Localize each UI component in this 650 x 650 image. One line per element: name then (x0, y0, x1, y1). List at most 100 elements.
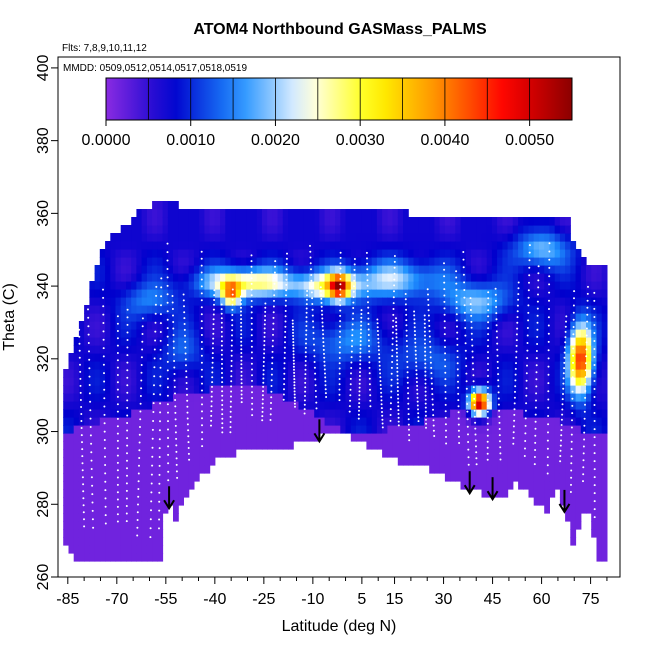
heatmap-cell (126, 497, 132, 506)
heatmap-cell (371, 289, 378, 298)
heatmap-cell (491, 385, 498, 394)
heatmap-cell (188, 337, 195, 346)
heatmap-cell (471, 425, 477, 434)
heatmap-cell (319, 353, 326, 362)
heatmap-cell (110, 305, 117, 314)
flight-track-point (86, 291, 89, 294)
heatmap-cell (314, 345, 320, 354)
heatmap-cell (544, 265, 550, 274)
heatmap-cell (214, 337, 221, 346)
heatmap-cell (486, 249, 493, 258)
heatmap-cell (596, 473, 603, 482)
heatmap-cell (115, 521, 122, 530)
heatmap-cell (84, 473, 90, 482)
flight-track-point (339, 256, 342, 259)
heatmap-cell (481, 305, 488, 314)
heatmap-cell (413, 289, 420, 298)
heatmap-cell (491, 225, 498, 234)
heatmap-cell (575, 321, 582, 330)
heatmap-cell (230, 385, 237, 394)
heatmap-cell (220, 329, 226, 338)
flight-track-point (141, 348, 144, 351)
heatmap-cell (78, 401, 85, 410)
heatmap-cell (246, 297, 252, 306)
flight-track-point (582, 480, 584, 483)
flight-track-point (167, 453, 170, 456)
heatmap-cell (376, 401, 383, 410)
heatmap-cell (141, 473, 148, 482)
heatmap-cell (73, 473, 80, 482)
heatmap-cell (183, 425, 190, 434)
heatmap-cell (544, 329, 550, 338)
heatmap-cell (272, 337, 279, 346)
heatmap-cell (288, 297, 294, 306)
flight-track-point (304, 351, 307, 354)
flight-track-point (138, 457, 141, 459)
heatmap-cell (528, 393, 535, 402)
heatmap-cell (115, 345, 122, 354)
heatmap-cell (554, 449, 561, 458)
flight-track-point (408, 434, 411, 436)
heatmap-cell (418, 217, 425, 226)
heatmap-cell (99, 337, 106, 346)
flight-track-point (407, 418, 410, 421)
heatmap-cell (340, 273, 347, 282)
heatmap-cell (314, 217, 320, 226)
flight-track-point (390, 372, 393, 375)
flight-track-point (309, 244, 311, 247)
heatmap-cell (570, 465, 577, 474)
heatmap-cell (303, 425, 310, 434)
heatmap-cell (518, 409, 524, 418)
heatmap-cell (371, 345, 378, 354)
heatmap-cell (324, 249, 331, 258)
flight-track-point (319, 290, 322, 293)
flight-track-point (159, 331, 162, 333)
heatmap-cell (94, 377, 101, 386)
heatmap-cell (382, 385, 388, 394)
heatmap-cell (429, 377, 435, 386)
heatmap-cell (157, 457, 164, 466)
flight-track-point (547, 332, 550, 335)
heatmap-cell (512, 441, 519, 450)
heatmap-cell (460, 257, 467, 266)
heatmap-cell (596, 265, 603, 274)
flight-track-point (536, 335, 539, 338)
heatmap-cell (282, 353, 289, 362)
heatmap-cell (559, 313, 566, 322)
heatmap-cell (199, 273, 205, 282)
flight-track-point (593, 340, 596, 342)
heatmap-cell (549, 353, 556, 362)
heatmap-cell (230, 281, 237, 290)
heatmap-cell (288, 265, 294, 274)
heatmap-cell (465, 353, 472, 362)
heatmap-cell (528, 321, 535, 330)
flight-track-point (88, 384, 91, 386)
heatmap-cell (110, 265, 117, 274)
flight-track-point (366, 257, 368, 260)
heatmap-cell (544, 449, 550, 458)
heatmap-cell (214, 305, 221, 314)
heatmap-cell (371, 297, 378, 306)
heatmap-cell (324, 321, 331, 330)
heatmap-cell (110, 505, 117, 514)
heatmap-cell (507, 217, 514, 226)
heatmap-cell (188, 265, 195, 274)
flight-track-point (381, 411, 383, 413)
heatmap-cell (105, 529, 111, 538)
flight-track-point (390, 384, 393, 387)
heatmap-cell (549, 217, 556, 226)
heatmap-cell (356, 433, 362, 442)
heatmap-cell (167, 393, 174, 402)
heatmap-cell (225, 217, 232, 226)
flight-track-point (456, 362, 459, 365)
heatmap-cell (220, 249, 226, 258)
heatmap-cell (94, 265, 101, 274)
heatmap-cell (246, 377, 252, 386)
flight-track-point (593, 332, 596, 334)
flight-track-point (358, 378, 361, 381)
flight-track-point (358, 405, 361, 408)
heatmap-cell (570, 449, 577, 458)
heatmap-cell (220, 209, 226, 218)
heatmap-cell (199, 249, 205, 258)
flight-track-point (444, 346, 446, 348)
